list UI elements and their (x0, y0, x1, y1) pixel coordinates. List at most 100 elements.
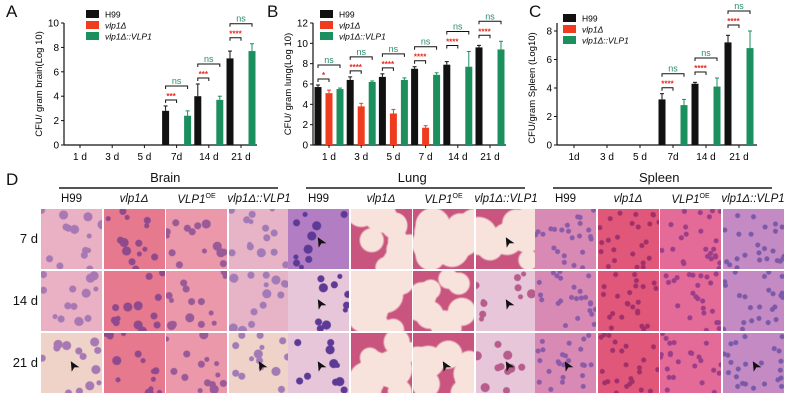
x-tick-label: 3 d (600, 152, 614, 163)
ns-label: ns (668, 64, 678, 74)
histology-image (722, 333, 784, 393)
y-tick-label: 4 (546, 84, 552, 95)
sig-stars: **** (382, 60, 395, 69)
bar-0 (346, 79, 354, 145)
ns-label: ns (421, 37, 431, 47)
histology-image (103, 271, 165, 331)
histology-image (535, 333, 596, 393)
legend-swatch (320, 32, 333, 40)
column-label: vlp1Δ (366, 193, 396, 205)
ns-bracket (446, 30, 470, 35)
ns-label: ns (172, 76, 182, 86)
column-label: vlp1Δ::VLP1 (227, 193, 291, 205)
column-label: vlp1Δ (119, 193, 149, 205)
legend-swatch (320, 10, 333, 18)
group-title-brain: Brain (150, 170, 181, 185)
histology-image (535, 271, 596, 331)
legend-label: vlp1Δ::VLP1 (339, 32, 386, 42)
column-label: H99 (554, 193, 577, 205)
legend-swatch (563, 36, 576, 44)
y-tick-label: 6 (546, 55, 552, 66)
x-tick-label: 5 d (386, 152, 400, 163)
y-tick-label: 10 (297, 39, 309, 50)
x-tick-label: 7d (667, 152, 678, 163)
sig-bracket (694, 71, 707, 76)
bar-2 (433, 74, 441, 145)
histology-image (413, 333, 474, 393)
y-tick-label: 0 (53, 141, 59, 152)
sig-bracket (317, 78, 330, 83)
column-label: VLP1OE (671, 193, 710, 206)
bar-1 (422, 127, 430, 145)
sig-bracket (727, 24, 740, 28)
sig-bracket (229, 37, 242, 41)
sig-stars: **** (229, 30, 242, 39)
bar-1 (325, 93, 333, 145)
histology-image (475, 209, 537, 269)
histology-image (288, 271, 349, 331)
ns-bracket (317, 64, 341, 69)
bar-2 (248, 51, 256, 146)
legend-label: vlp1Δ (105, 21, 127, 31)
bar-0 (411, 68, 419, 145)
sig-bracket (478, 34, 491, 39)
y-tick-label: 2 (546, 112, 552, 123)
sig-bracket (165, 99, 178, 103)
ns-label: ns (324, 55, 334, 65)
y-tick-label: 12 (297, 19, 309, 30)
histology-image (722, 271, 784, 331)
x-tick-label: 14 d (696, 152, 715, 163)
ns-label: ns (701, 48, 711, 58)
sig-stars: **** (446, 37, 459, 46)
ns-bracket (414, 46, 438, 50)
x-tick-label: 7d (171, 152, 182, 163)
ns-bracket (727, 10, 751, 14)
histology-image (228, 209, 290, 269)
histology-image (535, 209, 596, 269)
ns-bracket (229, 23, 253, 27)
x-tick-label: 7 d (419, 152, 433, 163)
chart-c: 0 2 4 6 8 CFU/gram Spleen (Log10) 1d 3 d 5 d 7d 14… (527, 1, 757, 163)
bar-2 (216, 99, 224, 145)
x-tick-label: 5 d (137, 152, 151, 163)
histology-image (41, 333, 102, 393)
legend-swatch (86, 21, 99, 29)
panel-letter-d: D (6, 170, 19, 189)
legend-swatch (86, 32, 99, 40)
row-label: 7 d (19, 231, 38, 246)
bar-0 (314, 87, 322, 145)
y-tick-label: 6 (53, 67, 59, 78)
panel-letter-a: A (6, 2, 18, 21)
histology-image (166, 209, 227, 269)
y-axis-label: CFU/ gram lung(Log 10) (283, 33, 294, 135)
y-axis-label: CFU/ gram brain(Log 10) (34, 31, 45, 137)
legend-label: vlp1Δ (339, 21, 361, 31)
x-tick-label: 21 d (480, 152, 499, 163)
y-tick-label: 2 (302, 120, 308, 131)
histology-image (350, 209, 412, 269)
bar-0 (162, 110, 170, 145)
y-tick-label: 8 (302, 59, 308, 70)
bar-0 (658, 99, 666, 145)
legend-label: H99 (105, 10, 121, 20)
bar-0 (475, 47, 483, 145)
x-tick-label: 14 d (448, 152, 467, 163)
histology-image (166, 271, 227, 331)
bar-0 (691, 83, 699, 145)
sig-bracket (414, 60, 427, 64)
sig-stars: *** (166, 92, 176, 101)
legend-swatch (320, 21, 333, 29)
legend-label: vlp1Δ::VLP1 (105, 32, 152, 42)
legend-swatch (86, 10, 99, 18)
legend-label: vlp1Δ (582, 25, 604, 35)
sig-stars: **** (349, 63, 362, 72)
bar-2 (400, 79, 408, 145)
y-tick-label: 8 (546, 27, 552, 38)
panel-letter-b: B (267, 2, 279, 21)
histology-image (350, 333, 412, 393)
column-label: vlp1Δ::VLP1 (474, 193, 538, 205)
bar-1 (357, 106, 365, 145)
legend-swatch (563, 25, 576, 33)
bar-2 (680, 105, 688, 145)
